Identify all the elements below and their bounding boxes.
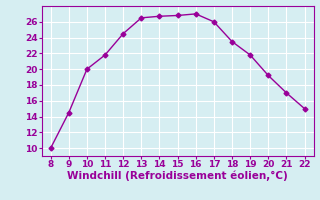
X-axis label: Windchill (Refroidissement éolien,°C): Windchill (Refroidissement éolien,°C) (67, 171, 288, 181)
